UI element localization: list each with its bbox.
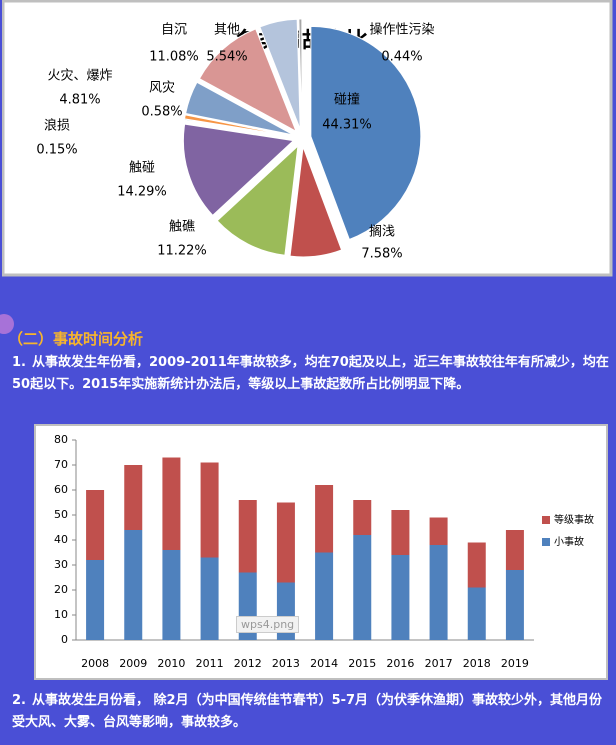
- decor-dot: [0, 314, 14, 334]
- bar-segment: [391, 510, 410, 555]
- x-tick-label: 2018: [463, 657, 491, 670]
- legend-label: 小事故: [554, 535, 584, 548]
- slice-label: 自沉: [161, 23, 187, 38]
- legend-label: 等级事故: [554, 513, 594, 526]
- pie-slice: [310, 25, 422, 241]
- slice-value-label: 44.31%: [322, 118, 372, 133]
- bar-segment: [200, 557, 219, 640]
- slice-value-label: 11.22%: [157, 244, 207, 259]
- slice-value-label: 7.58%: [361, 247, 402, 262]
- slice-label: 操作性污染: [369, 22, 434, 38]
- pie-slice: [182, 123, 295, 217]
- x-tick-label: 2010: [157, 657, 185, 670]
- bar-segment: [276, 502, 295, 583]
- x-tick-label: 2013: [272, 657, 300, 670]
- bar-segment: [505, 530, 524, 570]
- y-tick-label: 70: [54, 458, 68, 471]
- bar-chart: 0 10 20 30 40 50 60 70 80 2008 2009 2010 2011 2012 201…: [34, 424, 608, 680]
- pie-slice: [289, 146, 343, 258]
- x-tick-label: 2014: [310, 657, 338, 670]
- paragraph: 2. 从事故发生月份看， 除2月（为中国传统佳节春节）5-7月（为伏季休渔期）事故…: [12, 690, 610, 734]
- bar-segment: [315, 485, 334, 553]
- slice-value-label: 0.44%: [381, 50, 422, 65]
- slice-label: 触礁: [169, 219, 195, 235]
- pie-slice: [183, 114, 294, 137]
- slice-value-label: 14.29%: [117, 185, 167, 200]
- x-tick-label: 2008: [81, 657, 109, 670]
- pie-chart: 各类事故占比 碰撞44.31%搁浅7.58%触礁11.22%触碰14.29%浪损…: [2, 0, 613, 277]
- bar-segment: [467, 542, 486, 588]
- pie-slice: [198, 28, 298, 133]
- legend-swatch: [542, 538, 550, 546]
- bar-segment: [162, 550, 181, 640]
- list-number: 2.: [12, 693, 26, 708]
- y-tick-label: 80: [54, 433, 68, 446]
- slice-value-label: 11.08%: [149, 50, 199, 65]
- paragraph-text: 从事故发生年份看，2009-2011年事故较多，均在70起及以上，近三年事故较往…: [12, 355, 609, 392]
- slice-label: 触碰: [129, 161, 155, 176]
- bar-segment: [467, 587, 486, 640]
- bar-segment: [505, 570, 524, 640]
- y-tick-label: 10: [54, 608, 68, 621]
- x-tick-label: 2012: [234, 657, 262, 670]
- slice-label: 浪损: [44, 119, 70, 134]
- x-tick-label: 2015: [348, 657, 376, 670]
- bar-segment: [238, 500, 257, 573]
- bar-segment: [200, 462, 219, 558]
- bar-segment: [429, 517, 448, 545]
- slice-value-label: 0.58%: [141, 105, 182, 120]
- pie-slice: [298, 18, 303, 130]
- pie-slice: [216, 144, 299, 256]
- pie-slice: [259, 18, 301, 130]
- slice-value-label: 0.15%: [36, 143, 77, 158]
- bar-segment: [353, 500, 372, 535]
- x-tick-label: 2019: [501, 657, 529, 670]
- bar-segment: [353, 535, 372, 640]
- y-tick-label: 60: [54, 483, 68, 496]
- bar-segment: [124, 465, 143, 530]
- slice-value-label: 4.81%: [59, 93, 100, 108]
- pie-slice: [185, 81, 294, 136]
- bar-segment: [429, 545, 448, 640]
- image-caption: wps4.png: [236, 616, 300, 633]
- y-tick-label: 40: [54, 533, 68, 546]
- x-tick-label: 2009: [119, 657, 147, 670]
- bar-segment: [162, 457, 181, 550]
- x-tick-label: 2017: [425, 657, 453, 670]
- bar-segment: [124, 530, 143, 640]
- bar-segment: [86, 560, 105, 640]
- slice-value-label: 5.54%: [206, 50, 247, 65]
- list-number: 1.: [12, 355, 26, 370]
- slice-label: 碰撞: [334, 93, 360, 108]
- y-tick-label: 50: [54, 508, 68, 521]
- paragraph: 1. 从事故发生年份看，2009-2011年事故较多，均在70起及以上，近三年事故…: [12, 352, 610, 396]
- slice-label: 风灾: [149, 80, 175, 96]
- y-tick-label: 0: [61, 633, 68, 646]
- bar-segment: [391, 555, 410, 640]
- y-tick-label: 30: [54, 558, 68, 571]
- slice-label: 搁浅: [369, 225, 395, 240]
- legend-swatch: [542, 516, 550, 524]
- bar-segment: [315, 552, 334, 640]
- slice-label: 其他: [214, 23, 240, 38]
- x-tick-label: 2016: [386, 657, 414, 670]
- bar-segment: [86, 490, 105, 560]
- paragraph-text: 从事故发生月份看， 除2月（为中国传统佳节春节）5-7月（为伏季休渔期）事故较少…: [12, 693, 603, 730]
- x-tick-label: 2011: [196, 657, 224, 670]
- slice-label: 火灾、爆炸: [47, 68, 112, 84]
- y-tick-label: 20: [54, 583, 68, 596]
- section-heading: （二）事故时间分析: [8, 330, 144, 348]
